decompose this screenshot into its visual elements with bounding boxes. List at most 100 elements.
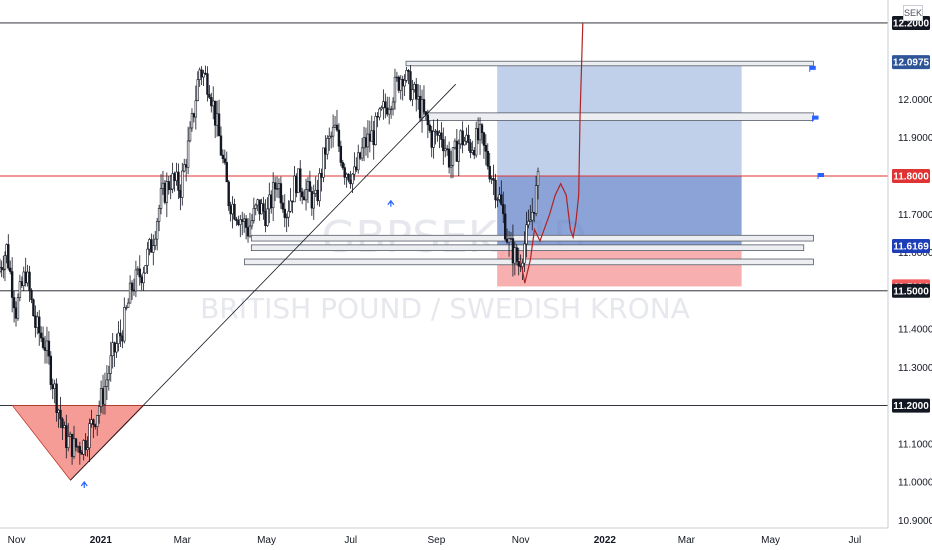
candle-132	[250, 214, 254, 230]
candle-body	[105, 379, 109, 387]
price-badge[interactable]: 11.6169	[892, 239, 930, 254]
flag-icon-cloth	[818, 173, 825, 177]
candle-70	[130, 280, 134, 300]
candle-120	[227, 179, 230, 211]
horizontal-lines[interactable]	[0, 22, 888, 407]
candle-body	[84, 440, 87, 451]
up-arrow-icon[interactable]	[387, 199, 395, 207]
candle-body	[256, 199, 259, 206]
candle-97	[183, 158, 186, 173]
candle-151	[287, 200, 290, 227]
triangle-shape[interactable]	[11, 405, 145, 481]
flag-icon[interactable]	[812, 115, 819, 122]
candle-body	[237, 220, 240, 225]
candle-277	[531, 198, 534, 231]
candle-body	[47, 340, 51, 357]
time-axis[interactable]: Nov 2021 Mar May Jul Sep Nov 2022 Mar May Jul	[0, 527, 888, 546]
candle-body	[190, 113, 194, 129]
watermark-description: BRITISH POUND / SWEDISH KRONA	[200, 292, 690, 325]
price-badge[interactable]: 11.2000	[892, 398, 930, 413]
candle-4	[3, 251, 7, 282]
candle-body	[389, 108, 393, 111]
candle-body	[39, 332, 43, 339]
candle-body	[324, 147, 327, 155]
ascending-trendline[interactable]	[70, 83, 457, 481]
candle-body	[173, 173, 176, 181]
candle-81	[152, 234, 155, 266]
candle-body	[476, 128, 480, 141]
candle-149	[283, 194, 286, 228]
candle-body	[165, 181, 169, 203]
flag-icon[interactable]	[817, 173, 825, 179]
candle-21	[36, 311, 39, 335]
candle-body	[432, 131, 435, 148]
candle-20	[34, 305, 37, 338]
stop-loss-zone[interactable]	[497, 246, 742, 287]
candle-body	[393, 76, 397, 103]
candle-body	[355, 166, 358, 171]
price-axis[interactable]: 12.0000 11.9000 11.7000 11.6000 11.4000 11.30…	[887, 0, 932, 528]
candle-body	[492, 178, 495, 181]
support-rectangles[interactable]	[244, 60, 814, 266]
candle-98	[184, 158, 188, 182]
candle-body	[314, 189, 317, 194]
candle-body	[125, 307, 128, 309]
candle-body	[175, 171, 178, 181]
time-tick-label: Nov	[512, 535, 530, 546]
candle-255	[488, 152, 491, 183]
candle-201	[384, 93, 387, 119]
candle-133	[252, 197, 256, 224]
candle-body	[387, 108, 391, 115]
candle-body	[163, 182, 167, 203]
candle-body	[496, 199, 499, 201]
candle-body	[132, 289, 136, 292]
support-rectangle-4[interactable]	[250, 244, 805, 252]
candle-body	[109, 355, 112, 374]
candle-75	[140, 274, 143, 291]
candle-body	[322, 147, 325, 178]
price-badge[interactable]: 11.5000	[892, 283, 930, 298]
candle-78	[146, 242, 149, 274]
price-badge-label: 12.2000	[893, 18, 930, 29]
candle-body	[144, 265, 147, 274]
candle-body	[426, 114, 430, 126]
position-zones[interactable]	[497, 62, 742, 287]
candle-body	[449, 165, 453, 168]
candle-body	[242, 218, 246, 222]
candle-86	[161, 170, 165, 195]
candle-141	[268, 182, 271, 224]
price-badge[interactable]: 12.0975	[892, 55, 930, 70]
support-rectangle-3[interactable]	[250, 234, 814, 242]
candle-169	[322, 147, 325, 183]
candle-249	[476, 117, 480, 145]
event-markers[interactable]	[80, 65, 825, 488]
candle-226	[432, 119, 435, 159]
candle-body	[225, 162, 228, 183]
candle-232	[444, 136, 447, 158]
support-rectangle-1[interactable]	[405, 60, 814, 67]
flag-icon[interactable]	[809, 65, 816, 72]
candle-215	[411, 79, 414, 107]
candle-body	[74, 438, 78, 448]
currency-label[interactable]: SEK	[903, 5, 923, 21]
price-badge[interactable]: 11.8000	[892, 169, 930, 183]
candle-113	[213, 100, 217, 139]
up-arrow-icon[interactable]	[80, 481, 88, 488]
candle-69	[128, 275, 132, 304]
candle-body	[2, 268, 5, 271]
candle-body	[335, 124, 339, 131]
forecast-path[interactable]	[520, 22, 584, 284]
forecast-curve[interactable]	[520, 22, 584, 284]
candle-body	[215, 113, 219, 126]
trendline[interactable]	[70, 83, 457, 481]
candle-body	[351, 173, 354, 185]
candle-body	[7, 244, 10, 269]
candle-body	[382, 101, 385, 108]
candle-158	[300, 187, 304, 205]
candle-253	[484, 134, 488, 166]
support-rectangle-2[interactable]	[419, 112, 814, 121]
candle-3	[2, 255, 5, 279]
triangle-pattern[interactable]	[11, 405, 145, 481]
candle-body	[523, 243, 526, 264]
